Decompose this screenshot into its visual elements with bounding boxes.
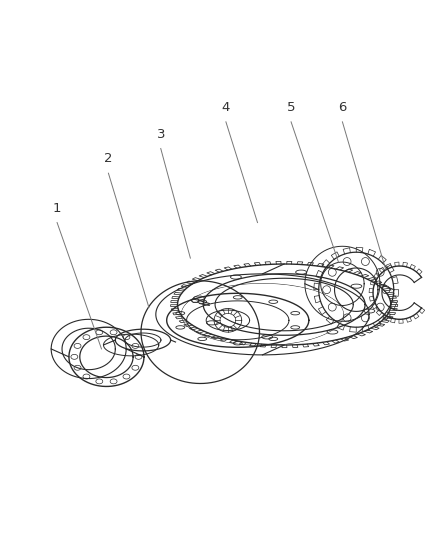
Text: 2: 2 (104, 152, 113, 165)
Text: 5: 5 (287, 101, 295, 114)
Text: 6: 6 (338, 101, 346, 114)
Text: 1: 1 (53, 201, 61, 215)
Text: 3: 3 (156, 127, 165, 141)
Ellipse shape (181, 284, 343, 345)
Text: 4: 4 (222, 101, 230, 114)
